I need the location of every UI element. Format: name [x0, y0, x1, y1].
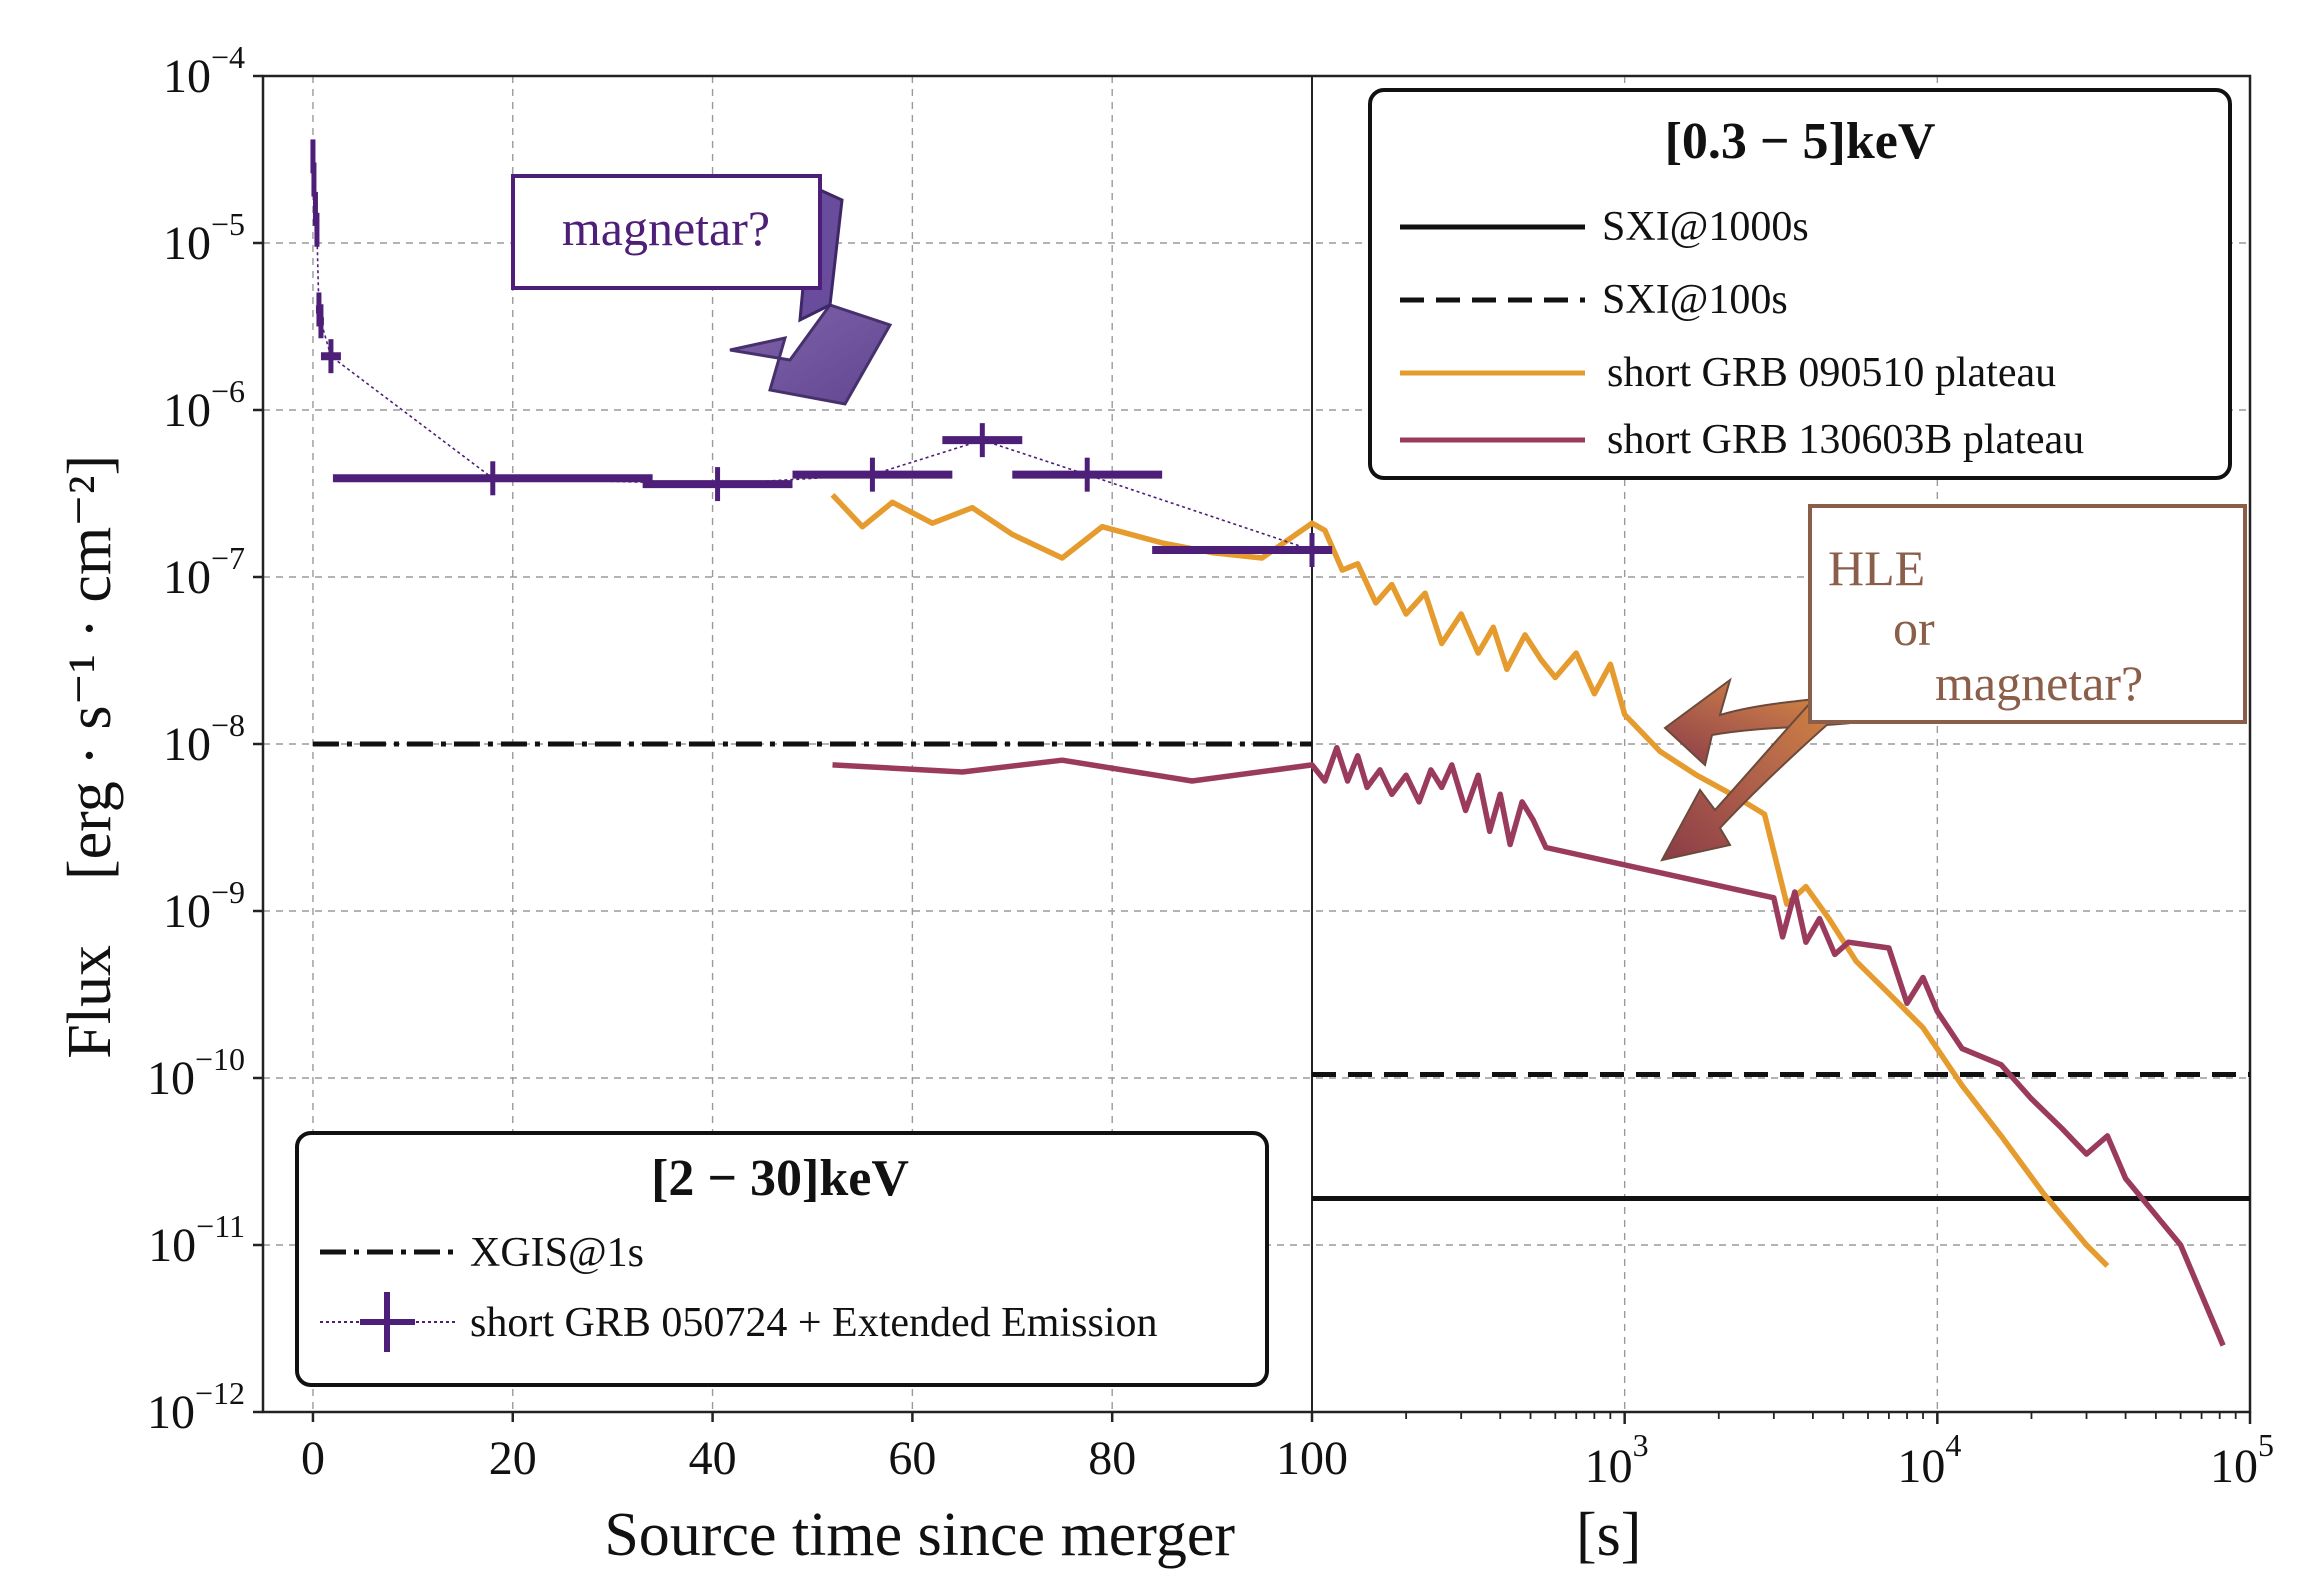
y-tick-label: 10−4: [163, 39, 245, 103]
legend-left-title: [2 − 30]keV: [651, 1150, 909, 1207]
series-grb-090510: [830, 493, 2110, 1268]
legend-right-entry-2: SXI@100s: [1602, 277, 1788, 323]
x-tick-labels: 0 20 40 60 80 100 103 104 105: [301, 1427, 2274, 1493]
errorbar-point: [642, 467, 793, 502]
x-tick-label: 100: [1276, 1432, 1348, 1485]
errorbar-point: [332, 461, 653, 496]
legend-left-entry-1: XGIS@1s: [470, 1230, 644, 1276]
x-tick-label: 103: [1585, 1427, 1649, 1493]
y-tick-label: 10−10: [147, 1041, 245, 1105]
errorbar-point: [314, 212, 320, 247]
y-tick-label: 10−5: [163, 206, 245, 270]
annotation-magnetar-text: magnetar?: [562, 200, 770, 256]
errorbar-point: [1152, 533, 1333, 568]
series-grb-130603b: [832, 744, 2226, 1347]
errorbar-point: [320, 339, 341, 374]
x-tick-label: 104: [1897, 1427, 1961, 1493]
errorbar-point: [1012, 457, 1163, 492]
x-tick-label: 105: [2210, 1427, 2274, 1493]
legend-right: [0.3 − 5]keV SXI@1000s SXI@100s short GR…: [1368, 88, 2232, 480]
y-tick-label: 10−9: [163, 874, 245, 938]
y-tick-labels: 10−4 10−5 10−6 10−7 10−8 10−9 10−10 10−11 10−12: [147, 39, 245, 1439]
legend-right-entry-1: SXI@1000s: [1602, 204, 1809, 250]
annotation-hle-line1: HLE: [1828, 540, 1925, 596]
annotation-magnetar: magnetar?: [511, 174, 893, 406]
legend-right-entry-4: short GRB 130603B plateau: [1607, 417, 2084, 463]
x-axis-title: Source time since merger: [604, 1501, 1235, 1569]
x-axis-unit: [s]: [1576, 1501, 1641, 1569]
annotation-hle: HLE or magnetar?: [1660, 504, 2247, 862]
x-tick-label: 20: [489, 1432, 537, 1485]
annotation-hle-line3: magnetar?: [1935, 655, 2143, 711]
x-tick-label: 40: [689, 1432, 737, 1485]
y-axis-unit: [erg · s⁻¹ · cm⁻²]: [56, 455, 124, 880]
errorbar-point: [942, 423, 1023, 458]
legend-left: [2 − 30]keV XGIS@1s short GRB 050724 + E…: [295, 1131, 1269, 1387]
legend-left-entry-2: short GRB 050724 + Extended Emission: [470, 1300, 1158, 1346]
y-axis-label: Flux [erg · s⁻¹ · cm⁻²]: [56, 455, 124, 1059]
annotation-hle-line2: or: [1893, 600, 1935, 656]
x-tick-label: 0: [301, 1432, 325, 1485]
y-axis-title: Flux: [56, 945, 124, 1059]
y-tick-label: 10−12: [147, 1375, 245, 1439]
y-tick-label: 10−11: [148, 1208, 245, 1272]
y-tick-label: 10−8: [163, 707, 245, 771]
axis-ticks: [253, 74, 2252, 1424]
annotation-arrow-purple: [729, 303, 893, 406]
x-axis-label: Source time since merger [s]: [604, 1501, 1641, 1569]
errorbar-point: [311, 162, 317, 197]
errorbar-point: [317, 304, 324, 339]
legend-right-title: [0.3 − 5]keV: [1665, 113, 1936, 170]
y-tick-label: 10−7: [163, 540, 245, 604]
y-tick-label: 10−6: [163, 373, 245, 437]
x-tick-label: 60: [888, 1432, 936, 1485]
data-series: [310, 139, 2250, 1347]
errorbar-point: [792, 457, 953, 492]
legend-right-entry-3: short GRB 090510 plateau: [1607, 350, 2056, 396]
x-tick-label: 80: [1088, 1432, 1136, 1485]
